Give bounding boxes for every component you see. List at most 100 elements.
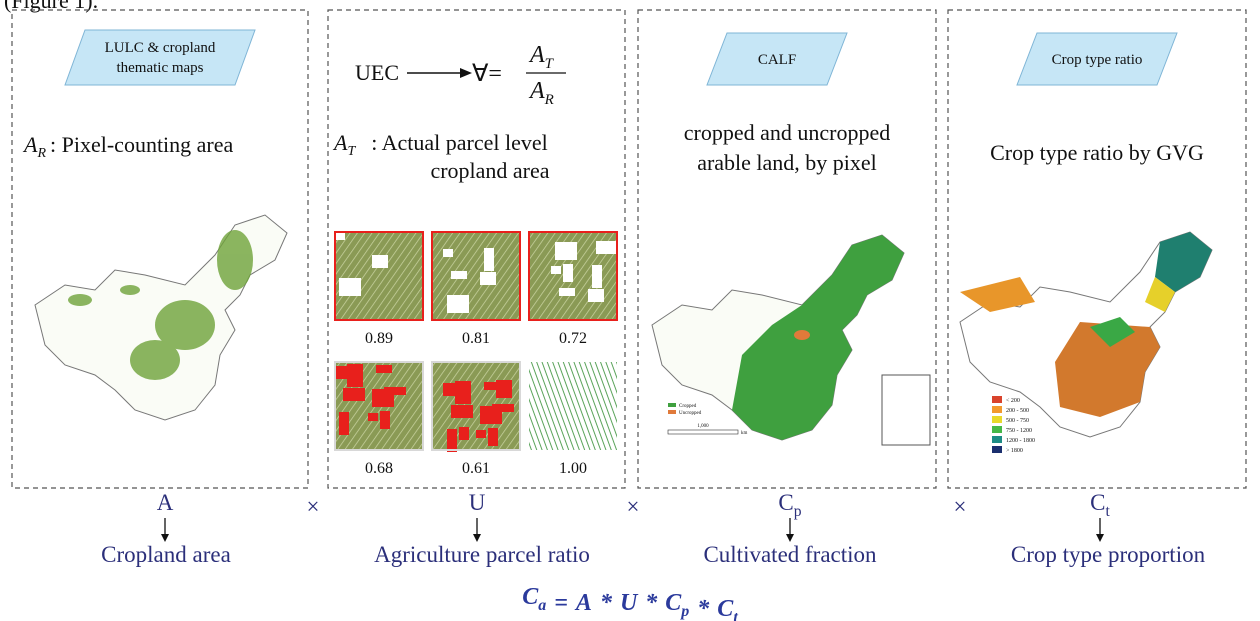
map-patch — [1155, 232, 1212, 292]
sample-image — [432, 232, 520, 320]
sample-patch — [488, 428, 498, 446]
description: arable land, by pixel — [697, 150, 877, 175]
description: : Actual parcel level — [371, 130, 548, 155]
legend-swatch — [992, 416, 1002, 423]
symbol-main: A — [528, 42, 545, 68]
sample-patch — [372, 255, 388, 268]
symbol-sub: t — [1106, 503, 1111, 520]
sample-patch — [447, 295, 469, 313]
symbol-sub: R — [36, 146, 46, 161]
map-patch — [217, 230, 253, 290]
formula-numerator: AT — [528, 42, 555, 72]
equation-sub: a — [538, 597, 546, 614]
inset-map — [882, 375, 930, 445]
sample-patch — [447, 429, 457, 452]
factor-label: Cultivated fraction — [703, 542, 877, 567]
sample-patch — [339, 412, 349, 435]
sample-patch — [368, 413, 378, 421]
legend-label: 200 - 500 — [1006, 408, 1029, 414]
symbol-main: A — [528, 78, 545, 104]
symbol-sub: R — [544, 92, 554, 108]
sample-patch — [563, 264, 573, 282]
legend-swatch — [992, 426, 1002, 433]
factor-arrowhead — [473, 534, 481, 542]
symbol-main: A — [157, 490, 174, 515]
sample-patch — [443, 249, 453, 257]
figure: (Figure 1). LULC & cropland thematic map… — [0, 0, 1260, 621]
equation-token: C — [665, 590, 682, 616]
sample-patch — [588, 289, 604, 302]
sample-patch — [492, 404, 514, 412]
sample-patch — [596, 241, 618, 254]
description: : Pixel-counting area — [50, 132, 234, 157]
symbol-main: A — [22, 132, 38, 157]
legend-swatch — [992, 396, 1002, 403]
sample-value: 1.00 — [559, 460, 587, 477]
factor-arrowhead — [1096, 534, 1104, 542]
legend-label: 500 - 750 — [1006, 418, 1029, 424]
symbol-sub: p — [794, 503, 802, 520]
description: cropland area — [430, 158, 549, 183]
formula-eq: ∀= — [472, 61, 502, 87]
equation-token: C — [522, 584, 539, 610]
tag-text: thematic maps — [116, 60, 203, 76]
scale-unit: km — [741, 431, 748, 436]
sample-value: 0.81 — [462, 330, 490, 347]
equation-token: A — [574, 590, 592, 616]
sample-patch — [480, 272, 496, 285]
legend-swatch — [992, 446, 1002, 453]
map-patch — [68, 294, 92, 306]
sample-patch — [339, 278, 361, 296]
equation: Ca=A*U*Cp*Ct — [522, 584, 738, 621]
sample-patch — [496, 380, 512, 398]
formula-left: UEC — [355, 60, 399, 85]
sample-patch — [484, 248, 494, 271]
map-patch — [120, 285, 140, 295]
symbol-main: U — [469, 490, 486, 515]
sample-patch — [343, 388, 365, 401]
map-patch — [794, 330, 810, 340]
formula-denominator: AR — [528, 78, 554, 108]
sample-image — [529, 362, 617, 450]
legend-label: Uncropped — [679, 411, 702, 416]
factor-arrowhead — [786, 534, 794, 542]
tag-shape — [65, 30, 255, 85]
factor-label: Agriculture parcel ratio — [374, 542, 590, 567]
factor-symbol: Ct — [1090, 490, 1110, 520]
factor-label: Cropland area — [101, 542, 231, 567]
sample-patch — [347, 364, 363, 387]
operator: × — [627, 494, 640, 519]
scale-bar — [668, 430, 738, 434]
sample-patch — [384, 387, 406, 395]
sample-value: 0.61 — [462, 460, 490, 477]
factor-symbol: Cp — [778, 490, 801, 520]
factor-symbol: U — [469, 490, 486, 515]
legend-swatch — [668, 403, 676, 407]
legend-label: > 1800 — [1006, 448, 1023, 454]
factor-symbol: A — [157, 490, 174, 515]
factor-arrowhead — [161, 534, 169, 542]
sample-patch — [376, 365, 392, 373]
symbol-sub: T — [545, 56, 555, 72]
sample-patch — [459, 427, 469, 440]
sample-image — [335, 232, 423, 320]
tag-text: Crop type ratio — [1052, 52, 1143, 68]
legend-label: Cropped — [679, 404, 697, 409]
operator: × — [307, 494, 320, 519]
legend-swatch — [992, 406, 1002, 413]
sample-patch — [551, 266, 561, 274]
legend-label: < 200 — [1006, 398, 1020, 404]
map — [652, 235, 904, 440]
description: Crop type ratio by GVG — [990, 140, 1204, 165]
equation-token: U — [620, 590, 639, 616]
legend-swatch — [992, 436, 1002, 443]
operator: × — [954, 494, 967, 519]
tag-text: CALF — [758, 52, 796, 68]
scale-label: 1,000 — [697, 424, 709, 429]
equation-token: C — [717, 596, 734, 621]
sample-patch — [476, 430, 486, 438]
equation-sub: t — [733, 609, 738, 621]
equation-token: * — [600, 590, 613, 616]
legend-label: 750 - 1200 — [1006, 428, 1032, 434]
tag-text: LULC & cropland — [105, 40, 216, 56]
